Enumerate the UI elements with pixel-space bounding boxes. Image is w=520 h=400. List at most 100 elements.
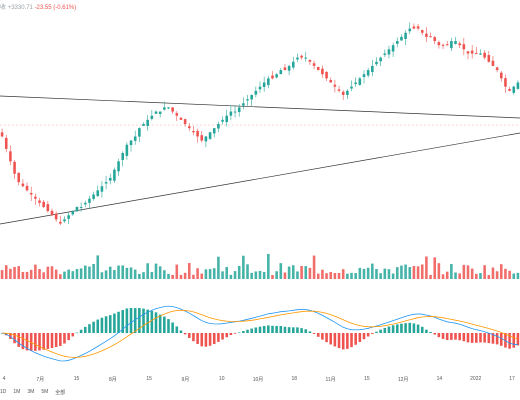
macd-histogram-bar bbox=[13, 333, 16, 344]
candle-body bbox=[108, 177, 112, 181]
range-button-1[interactable]: 1M bbox=[13, 389, 21, 395]
symbol-fragment: 收 bbox=[0, 5, 7, 11]
volume-bar bbox=[383, 268, 387, 279]
candle-body bbox=[171, 107, 174, 112]
volume-bar bbox=[312, 255, 316, 279]
candle-body bbox=[54, 213, 58, 220]
range-button-4[interactable]: 全部 bbox=[55, 390, 66, 396]
volume-bar bbox=[283, 272, 287, 279]
candle-body bbox=[287, 65, 291, 71]
price-panel bbox=[0, 22, 520, 226]
volume-bar bbox=[337, 272, 341, 279]
candle-body bbox=[316, 66, 320, 71]
macd-histogram-bar bbox=[296, 327, 299, 333]
volume-bar bbox=[404, 264, 407, 279]
candle-body bbox=[308, 60, 312, 62]
candle-body bbox=[391, 45, 395, 52]
candle-body bbox=[25, 185, 29, 191]
macd-histogram-bar bbox=[350, 333, 353, 348]
volume-bar bbox=[96, 255, 100, 279]
volume-bar bbox=[483, 265, 486, 279]
macd-histogram-bar bbox=[171, 322, 174, 333]
macd-histogram-bar bbox=[483, 333, 486, 343]
macd-histogram-bar bbox=[291, 327, 295, 333]
volume-bar bbox=[375, 268, 378, 279]
candle-body bbox=[29, 192, 33, 195]
candle-body bbox=[38, 200, 41, 203]
macd-histogram-bar bbox=[183, 333, 187, 335]
macd-histogram-bar bbox=[420, 326, 424, 333]
macd-histogram-bar bbox=[79, 329, 83, 333]
macd-histogram-bar bbox=[83, 326, 87, 333]
volume-bar bbox=[366, 267, 370, 279]
volume-bar bbox=[321, 269, 324, 279]
macd-histogram-bar bbox=[88, 324, 91, 333]
volume-bar bbox=[416, 266, 420, 279]
price-legend: 收 +3330.71 -23.55 (-0.61%) bbox=[0, 2, 76, 11]
candle-body bbox=[187, 126, 191, 129]
macd-histogram-bar bbox=[462, 333, 466, 342]
range-toolbar: 1D 1M 3M 5M 全部 bbox=[0, 389, 65, 399]
macd-histogram-bar bbox=[475, 333, 478, 343]
macd-histogram-bar bbox=[395, 324, 399, 333]
candle-body bbox=[454, 41, 457, 44]
macd-histogram-bar bbox=[287, 327, 291, 333]
volume-bar bbox=[38, 269, 41, 279]
volume-bar bbox=[92, 263, 95, 279]
volume-bar bbox=[171, 274, 174, 279]
volume-bar bbox=[466, 265, 470, 279]
candle-body bbox=[142, 124, 145, 126]
volume-bar bbox=[0, 270, 4, 279]
macd-histogram-bar bbox=[379, 329, 382, 333]
macd-histogram-bar bbox=[46, 333, 50, 349]
macd-histogram-bar bbox=[341, 333, 345, 350]
volume-bar bbox=[458, 273, 461, 279]
volume-bar bbox=[371, 263, 374, 279]
volume-bar bbox=[487, 274, 491, 279]
macd-histogram-bar bbox=[283, 326, 287, 333]
macd-histogram-bar bbox=[42, 333, 45, 350]
candle-body bbox=[450, 41, 453, 49]
volume-bar bbox=[275, 271, 278, 279]
macd-histogram-bar bbox=[408, 322, 412, 333]
x-axis-tick-label: 18 bbox=[291, 376, 298, 382]
macd-histogram-bar bbox=[96, 319, 100, 333]
macd-histogram-bar bbox=[437, 333, 441, 338]
macd-histogram-bar bbox=[154, 312, 158, 333]
macd-histogram-bar bbox=[192, 333, 195, 342]
candle-body bbox=[21, 183, 25, 187]
volume-bar bbox=[379, 273, 382, 279]
macd-histogram-bar bbox=[21, 333, 25, 350]
macd-histogram-bar bbox=[92, 321, 95, 333]
macd-histogram-bar bbox=[254, 327, 258, 333]
candle-body bbox=[362, 74, 366, 78]
volume-bar bbox=[46, 266, 50, 279]
candle-body bbox=[375, 61, 378, 65]
range-button-3[interactable]: 5M bbox=[41, 389, 49, 395]
macd-histogram-bar bbox=[346, 333, 349, 349]
x-axis-tick-label: 10月 bbox=[252, 377, 264, 383]
candle-body bbox=[242, 103, 245, 106]
macd-histogram-bar bbox=[425, 329, 428, 333]
macd-histogram-bar bbox=[38, 333, 41, 351]
volume-bar bbox=[333, 273, 337, 279]
range-button-0[interactable]: 1D bbox=[0, 389, 7, 395]
candle-body bbox=[258, 86, 262, 90]
macd-histogram-bar bbox=[354, 333, 357, 345]
macd-histogram-bar bbox=[221, 333, 224, 340]
candle-body bbox=[371, 65, 374, 73]
volume-bar bbox=[121, 265, 125, 279]
volume-bar bbox=[129, 267, 133, 279]
candle-body bbox=[179, 117, 183, 120]
candle-body bbox=[366, 70, 370, 76]
macd-histogram-bar bbox=[271, 325, 274, 333]
candle-body bbox=[487, 55, 491, 62]
candle-body bbox=[167, 107, 170, 109]
candle-body bbox=[96, 190, 100, 197]
macd-histogram-bar bbox=[158, 314, 162, 333]
candle-body bbox=[291, 61, 295, 68]
macd-histogram-bar bbox=[67, 333, 70, 341]
range-button-2[interactable]: 3M bbox=[27, 389, 35, 395]
volume-bar bbox=[100, 272, 104, 279]
